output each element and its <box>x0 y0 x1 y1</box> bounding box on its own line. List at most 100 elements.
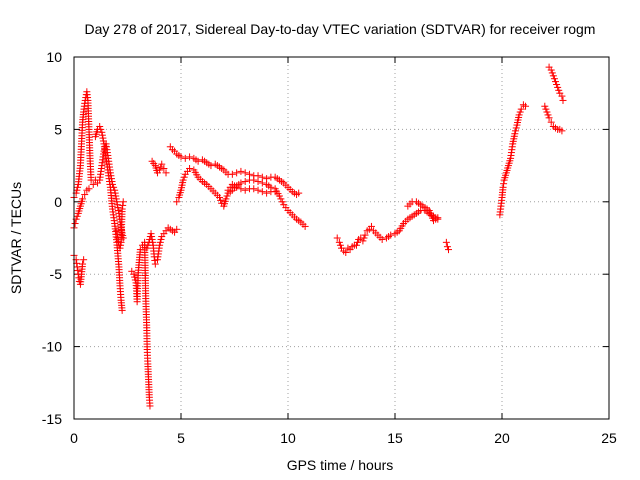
y-tick-label: -10 <box>42 339 62 355</box>
series-midday <box>333 198 452 256</box>
data-point <box>378 235 386 243</box>
data-point <box>74 164 84 188</box>
data-point <box>352 238 362 249</box>
data-point <box>117 296 126 312</box>
data-point <box>116 241 125 252</box>
data-point <box>83 88 92 102</box>
data-point <box>254 178 262 186</box>
data-point <box>96 123 105 133</box>
data-point <box>98 128 107 145</box>
data-point <box>545 114 553 122</box>
data-point <box>233 183 241 191</box>
data-point <box>186 153 194 161</box>
data-point <box>554 83 563 94</box>
data-point <box>89 180 97 188</box>
data-point <box>541 102 550 113</box>
data-point <box>119 198 127 206</box>
data-point <box>85 125 94 160</box>
chart-title: Day 278 of 2017, Sidereal Day-to-day VTE… <box>85 21 596 37</box>
data-point <box>547 66 556 77</box>
data-point <box>359 234 368 245</box>
data-point <box>241 186 249 194</box>
data-point <box>74 205 84 217</box>
data-point <box>153 244 163 264</box>
data-point <box>177 179 187 194</box>
data-point <box>160 164 168 172</box>
data-point <box>443 243 451 251</box>
data-point <box>143 324 151 351</box>
series-dip-3h <box>128 157 181 410</box>
data-point <box>222 192 231 203</box>
data-point <box>499 180 508 191</box>
data-point <box>361 231 369 239</box>
data-point <box>71 220 79 228</box>
data-point <box>559 96 567 104</box>
data-point <box>79 260 87 268</box>
data-point <box>179 173 188 184</box>
data-point <box>113 198 122 214</box>
grid <box>74 57 609 419</box>
data-point <box>79 195 87 203</box>
data-point <box>498 186 507 201</box>
x-tick-label: 15 <box>387 430 403 446</box>
data-point <box>162 169 170 177</box>
x-tick-label: 20 <box>494 430 510 446</box>
data-point <box>275 192 286 206</box>
data-point <box>254 186 262 194</box>
data-point <box>250 176 258 184</box>
y-axis-label: SDTVAR / TECUs <box>8 182 24 294</box>
x-tick-label: 10 <box>280 430 296 446</box>
y-tick-label: 10 <box>46 49 62 65</box>
data-point <box>76 197 86 210</box>
data-point <box>143 241 152 252</box>
data-point <box>513 113 523 129</box>
y-tick-label: 0 <box>54 194 62 210</box>
data-point <box>425 206 436 222</box>
data-point <box>504 157 514 170</box>
tick-labels: 0 5 10 15 20 25 -15 -10 -5 0 5 10 <box>42 49 617 446</box>
data-point <box>237 185 245 193</box>
data-point <box>115 263 124 287</box>
data-point <box>173 225 181 233</box>
data-point <box>228 170 236 178</box>
data-point <box>109 205 118 225</box>
data-point <box>543 108 552 119</box>
data-point <box>147 230 157 246</box>
x-tick-label: 25 <box>601 430 617 446</box>
data-point <box>80 256 88 264</box>
data-point <box>220 197 229 210</box>
data-point <box>387 231 395 239</box>
data-point <box>552 78 561 89</box>
data-point <box>442 238 450 246</box>
data-point <box>509 132 518 148</box>
data-point <box>211 189 221 199</box>
data-point <box>263 189 271 197</box>
data-point <box>181 154 189 162</box>
data-point <box>158 160 166 168</box>
data-point <box>100 140 110 159</box>
series-main-arc-lower <box>173 164 309 230</box>
data-point <box>77 121 86 148</box>
data-point <box>216 193 225 204</box>
data-point <box>263 180 273 190</box>
data-point <box>517 105 525 113</box>
data-point <box>203 159 213 168</box>
data-point <box>85 185 93 193</box>
data-point <box>241 178 249 186</box>
data-point <box>241 169 249 177</box>
data-point <box>207 162 215 170</box>
data-point <box>497 196 506 210</box>
data-point <box>271 188 279 196</box>
data-point <box>81 191 89 199</box>
data-point <box>118 306 126 314</box>
data-point <box>333 234 341 242</box>
data-point <box>134 248 144 277</box>
data-point <box>86 154 95 181</box>
data-point <box>117 208 126 246</box>
data-point <box>228 180 238 190</box>
data-point <box>434 214 442 222</box>
data-point <box>233 169 241 177</box>
data-point <box>190 166 201 179</box>
data-point <box>496 205 505 219</box>
